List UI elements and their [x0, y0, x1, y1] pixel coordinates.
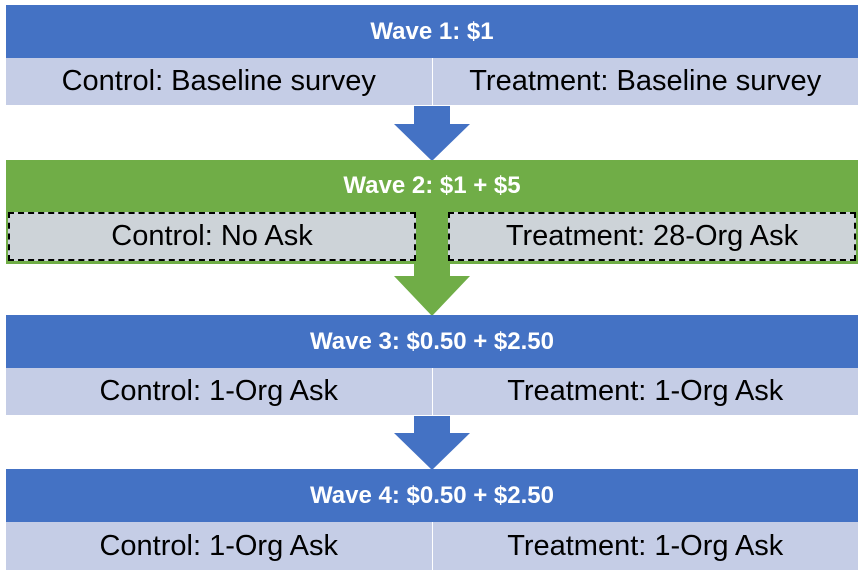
wave-3-title: Wave 3: $0.50 + $2.50 [310, 327, 554, 355]
wave-1-groups: Control: Baseline survey Treatment: Base… [6, 58, 858, 105]
wave-1-header: Wave 1: $1 [6, 5, 858, 58]
wave-3-header: Wave 3: $0.50 + $2.50 [6, 315, 858, 368]
down-arrow-1 [394, 106, 470, 161]
wave-3-treatment: Treatment: 1-Org Ask [507, 375, 784, 407]
down-arrow-2 [394, 262, 470, 316]
wave-3-groups: Control: 1-Org Ask Treatment: 1-Org Ask [6, 368, 858, 415]
down-arrow-3 [394, 416, 470, 470]
wave-1-control: Control: Baseline survey [6, 58, 433, 105]
wave-2-control: Control: No Ask [8, 212, 416, 261]
wave-3-control: Control: 1-Org Ask [6, 368, 433, 415]
wave-2-header: Wave 2: $1 + $5 [6, 160, 858, 212]
wave-4-title: Wave 4: $0.50 + $2.50 [310, 481, 554, 509]
wave-2-title: Wave 2: $1 + $5 [343, 172, 521, 199]
wave-4-control: Control: 1-Org Ask [6, 522, 433, 570]
wave-4-groups: Control: 1-Org Ask Treatment: 1-Org Ask [6, 522, 858, 570]
wave-4-header: Wave 4: $0.50 + $2.50 [6, 469, 858, 522]
wave-1-treatment: Treatment: Baseline survey [469, 65, 822, 97]
wave-1-title: Wave 1: $1 [370, 17, 494, 45]
wave-4-treatment: Treatment: 1-Org Ask [507, 529, 784, 562]
wave-2-treatment: Treatment: 28-Org Ask [448, 212, 856, 261]
